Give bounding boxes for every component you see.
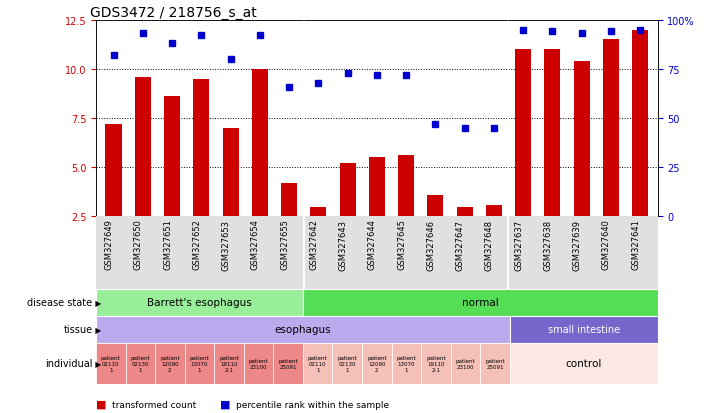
Text: GSM327647: GSM327647 [456, 219, 464, 270]
Text: patient
13070
1: patient 13070 1 [397, 355, 416, 372]
Text: patient
02130
1: patient 02130 1 [131, 355, 150, 372]
Text: patient
13070
1: patient 13070 1 [190, 355, 209, 372]
Bar [303, 289, 658, 316]
Bar [333, 343, 362, 384]
Text: GSM327649: GSM327649 [105, 219, 114, 270]
Bar [456, 207, 473, 217]
Text: Barrett's esophagus: Barrett's esophagus [147, 297, 252, 308]
Text: GSM327638: GSM327638 [543, 219, 552, 270]
Bar [398, 156, 414, 217]
Text: GSM327651: GSM327651 [163, 219, 172, 270]
Text: patient
02110
1: patient 02110 1 [308, 355, 328, 372]
Text: patient
12090
2: patient 12090 2 [160, 355, 180, 372]
Bar [135, 78, 151, 217]
Text: tissue: tissue [63, 324, 92, 335]
Bar [223, 128, 239, 217]
Text: patient
25091: patient 25091 [486, 358, 505, 369]
Text: patient
19110
2-1: patient 19110 2-1 [219, 355, 239, 372]
Bar [486, 205, 502, 217]
Bar [421, 343, 451, 384]
Bar [185, 343, 214, 384]
Text: GSM327640: GSM327640 [602, 219, 611, 270]
Text: GSM327637: GSM327637 [514, 219, 523, 270]
Text: patient
19110
2-1: patient 19110 2-1 [426, 355, 446, 372]
Bar [510, 316, 658, 343]
Bar [451, 343, 481, 384]
Bar [362, 343, 392, 384]
Bar [244, 343, 273, 384]
Text: GSM327650: GSM327650 [134, 219, 143, 270]
Text: control: control [565, 358, 602, 368]
Text: GSM327648: GSM327648 [485, 219, 494, 270]
Bar [281, 183, 297, 217]
Bar [427, 195, 444, 217]
Bar [574, 62, 589, 217]
Text: ▶: ▶ [93, 325, 102, 334]
Bar [632, 31, 648, 217]
Bar [303, 343, 333, 384]
Bar [603, 40, 619, 217]
Text: ■: ■ [220, 399, 231, 409]
Text: GSM327652: GSM327652 [192, 219, 201, 270]
Text: normal: normal [462, 297, 498, 308]
Text: patient
23100: patient 23100 [249, 358, 268, 369]
Text: ▶: ▶ [93, 298, 102, 307]
Text: GSM327655: GSM327655 [280, 219, 289, 270]
Text: patient
23100: patient 23100 [456, 358, 476, 369]
Bar [369, 158, 385, 217]
Text: individual: individual [45, 358, 92, 368]
Text: patient
02130
1: patient 02130 1 [338, 355, 357, 372]
Text: GSM327645: GSM327645 [397, 219, 406, 270]
Text: GDS3472 / 218756_s_at: GDS3472 / 218756_s_at [90, 6, 257, 20]
Bar [510, 343, 658, 384]
Text: percentile rank within the sample: percentile rank within the sample [236, 400, 389, 409]
Text: disease state: disease state [27, 297, 92, 308]
Bar [96, 343, 126, 384]
Bar [340, 164, 356, 217]
Bar [105, 125, 122, 217]
Bar [273, 343, 303, 384]
Text: patient
25091: patient 25091 [278, 358, 298, 369]
Bar [392, 343, 421, 384]
Text: small intestine: small intestine [547, 324, 620, 335]
Text: GSM327654: GSM327654 [251, 219, 260, 270]
Text: GSM327643: GSM327643 [338, 219, 348, 270]
Bar [96, 316, 510, 343]
Text: transformed count: transformed count [112, 400, 196, 409]
Text: ▶: ▶ [93, 359, 102, 368]
Text: GSM327644: GSM327644 [368, 219, 377, 270]
Bar [164, 97, 180, 217]
Text: GSM327653: GSM327653 [222, 219, 230, 270]
Text: GSM327646: GSM327646 [427, 219, 435, 270]
Text: esophagus: esophagus [274, 324, 331, 335]
Text: GSM327641: GSM327641 [631, 219, 640, 270]
Bar [126, 343, 155, 384]
Bar [193, 79, 209, 217]
Bar [310, 207, 326, 217]
Bar [545, 50, 560, 217]
Text: patient
12090
2: patient 12090 2 [367, 355, 387, 372]
Bar [252, 70, 268, 217]
Bar [214, 343, 244, 384]
Text: GSM327642: GSM327642 [309, 219, 319, 270]
Bar [515, 50, 531, 217]
Bar [155, 343, 185, 384]
Text: ■: ■ [96, 399, 107, 409]
Text: patient
02110
1: patient 02110 1 [101, 355, 121, 372]
Text: GSM327639: GSM327639 [572, 219, 582, 270]
Bar [96, 289, 303, 316]
Bar [481, 343, 510, 384]
